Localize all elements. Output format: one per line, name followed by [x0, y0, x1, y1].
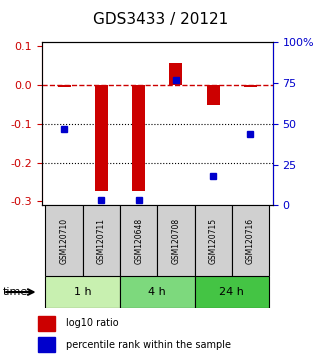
Text: percentile rank within the sample: percentile rank within the sample: [66, 339, 231, 350]
FancyBboxPatch shape: [195, 276, 269, 308]
Bar: [244, 85, 257, 87]
Text: GSM120648: GSM120648: [134, 218, 143, 264]
Text: GSM120715: GSM120715: [209, 218, 218, 264]
FancyBboxPatch shape: [46, 205, 83, 276]
Bar: [169, 63, 182, 85]
Bar: [57, 85, 71, 87]
Text: log10 ratio: log10 ratio: [66, 318, 119, 329]
Text: 24 h: 24 h: [220, 287, 244, 297]
FancyBboxPatch shape: [120, 276, 195, 308]
Text: GDS3433 / 20121: GDS3433 / 20121: [93, 12, 228, 27]
Text: GSM120708: GSM120708: [171, 218, 180, 264]
Text: GSM120716: GSM120716: [246, 218, 255, 264]
Bar: [38, 337, 55, 352]
Bar: [132, 85, 145, 191]
Bar: [38, 316, 55, 331]
Text: 4 h: 4 h: [148, 287, 166, 297]
Text: 1 h: 1 h: [74, 287, 91, 297]
FancyBboxPatch shape: [83, 205, 120, 276]
FancyBboxPatch shape: [232, 205, 269, 276]
Text: GSM120711: GSM120711: [97, 218, 106, 264]
FancyBboxPatch shape: [195, 205, 232, 276]
FancyBboxPatch shape: [157, 205, 195, 276]
FancyBboxPatch shape: [120, 205, 157, 276]
FancyBboxPatch shape: [46, 276, 120, 308]
Text: time: time: [3, 287, 29, 297]
Bar: [207, 85, 220, 104]
Text: GSM120710: GSM120710: [60, 218, 69, 264]
Bar: [95, 85, 108, 190]
